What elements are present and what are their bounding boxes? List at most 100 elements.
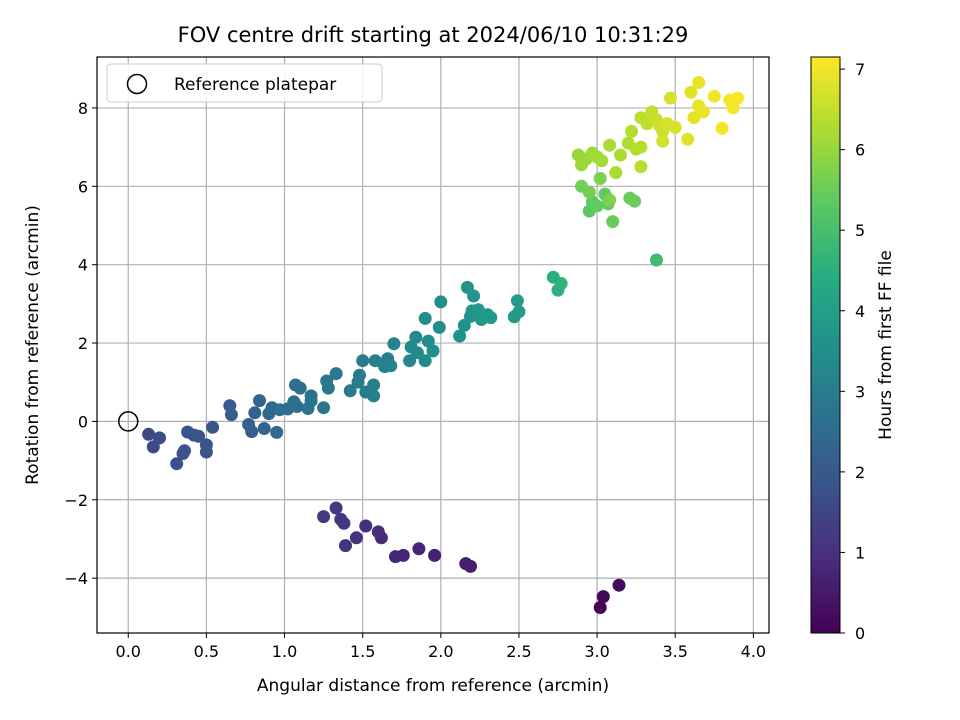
- y-tick-label: 2: [78, 334, 88, 353]
- data-point: [353, 368, 366, 382]
- data-point: [593, 601, 607, 614]
- data-point: [593, 172, 607, 185]
- data-point: [628, 194, 642, 208]
- data-point: [371, 525, 385, 539]
- data-point: [418, 354, 432, 368]
- data-point: [410, 346, 424, 360]
- legend: Reference platepar: [106, 63, 383, 103]
- data-point: [434, 295, 448, 309]
- data-point: [349, 531, 363, 545]
- data-point: [595, 154, 609, 168]
- y-axis-label: Rotation from reference (arcmin): [23, 205, 43, 485]
- x-tick-label: 2.0: [428, 642, 453, 661]
- legend-label: Reference platepar: [174, 75, 336, 95]
- data-point: [453, 329, 467, 343]
- colorbar-tick-label: 2: [855, 463, 865, 482]
- colorbar-tick-label: 0: [855, 624, 865, 643]
- data-point: [389, 550, 402, 564]
- colorbar-tick-label: 6: [855, 141, 865, 160]
- data-point: [317, 401, 331, 415]
- data-point: [290, 400, 304, 413]
- data-point: [329, 367, 343, 381]
- data-point: [428, 548, 442, 562]
- reference-point: [118, 411, 139, 432]
- data-point: [512, 305, 526, 319]
- colorbar-tick-label: 7: [855, 60, 865, 79]
- x-tick-label: 3.5: [663, 642, 688, 661]
- data-point: [257, 422, 271, 435]
- data-point: [582, 185, 596, 199]
- y-tick-label: −2: [64, 491, 88, 510]
- data-point: [464, 559, 477, 573]
- x-tick-label: 2.5: [506, 642, 531, 661]
- y-tick-label: 0: [78, 412, 88, 431]
- x-tick-label: 1.5: [350, 642, 375, 661]
- x-tick-label: 0.5: [194, 642, 219, 661]
- data-point: [731, 91, 745, 105]
- data-point: [359, 519, 373, 533]
- colorbar-tick-label: 3: [855, 382, 865, 401]
- data-point: [484, 311, 498, 325]
- data-point: [554, 277, 568, 290]
- data-point: [142, 427, 156, 441]
- y-tick-label: −4: [64, 569, 88, 588]
- data-point: [368, 354, 382, 368]
- data-point: [603, 193, 617, 207]
- data-point: [650, 253, 663, 267]
- data-point: [178, 444, 191, 458]
- y-tick-label: 4: [78, 256, 88, 275]
- data-point: [614, 148, 627, 162]
- x-axis-label: Angular distance from reference (arcmin): [257, 676, 609, 696]
- data-point: [253, 394, 266, 408]
- data-point: [590, 199, 604, 213]
- data-point: [668, 121, 682, 134]
- data-point: [634, 140, 648, 154]
- data-point: [224, 408, 238, 422]
- colorbar: 0 1 2 3 4 5 6 7 Hours from first FF file: [810, 56, 896, 643]
- data-point: [634, 160, 648, 174]
- data-point: [339, 539, 352, 553]
- data-point: [170, 457, 184, 471]
- data-point: [612, 578, 626, 592]
- colorbar-gradient: [810, 56, 841, 634]
- legend-reference-marker: [126, 73, 148, 95]
- data-point: [596, 590, 610, 604]
- colorbar-ticks: 0 1 2 3 4 5 6 7: [840, 60, 865, 643]
- data-point: [432, 320, 446, 334]
- x-tick-label: 1.0: [272, 642, 297, 661]
- data-points: [142, 76, 745, 614]
- data-point: [715, 121, 729, 135]
- data-point: [387, 337, 401, 351]
- y-tick-label: 8: [78, 99, 88, 118]
- data-point: [192, 429, 206, 443]
- data-point: [692, 76, 706, 89]
- colorbar-tick-label: 1: [855, 543, 865, 562]
- data-point: [656, 134, 670, 148]
- y-axis-ticks: −4 −2 0 2 4 6 8: [64, 99, 97, 588]
- data-point: [412, 542, 426, 556]
- data-point: [343, 384, 357, 398]
- x-tick-label: 3.0: [584, 642, 609, 661]
- data-point: [356, 354, 370, 368]
- legend-box: [106, 63, 383, 103]
- data-point: [426, 344, 440, 358]
- x-axis-ticks: 0.0 0.5 1.0 1.5 2.0 2.5 3.0 3.5 4.0: [116, 633, 766, 661]
- data-point: [206, 420, 220, 434]
- data-point: [293, 381, 307, 395]
- reference-marker: [118, 411, 139, 432]
- colorbar-tick-label: 5: [855, 221, 865, 240]
- colorbar-tick-label: 4: [855, 302, 865, 321]
- data-point: [329, 501, 343, 515]
- data-point: [367, 378, 381, 392]
- data-point: [245, 425, 259, 439]
- data-point: [681, 132, 695, 146]
- data-point: [603, 138, 617, 152]
- data-point: [334, 512, 348, 526]
- data-point: [421, 334, 435, 348]
- data-point: [384, 359, 398, 373]
- data-point: [664, 91, 677, 105]
- data-point: [510, 294, 524, 308]
- data-point: [153, 431, 166, 445]
- data-point: [687, 111, 701, 125]
